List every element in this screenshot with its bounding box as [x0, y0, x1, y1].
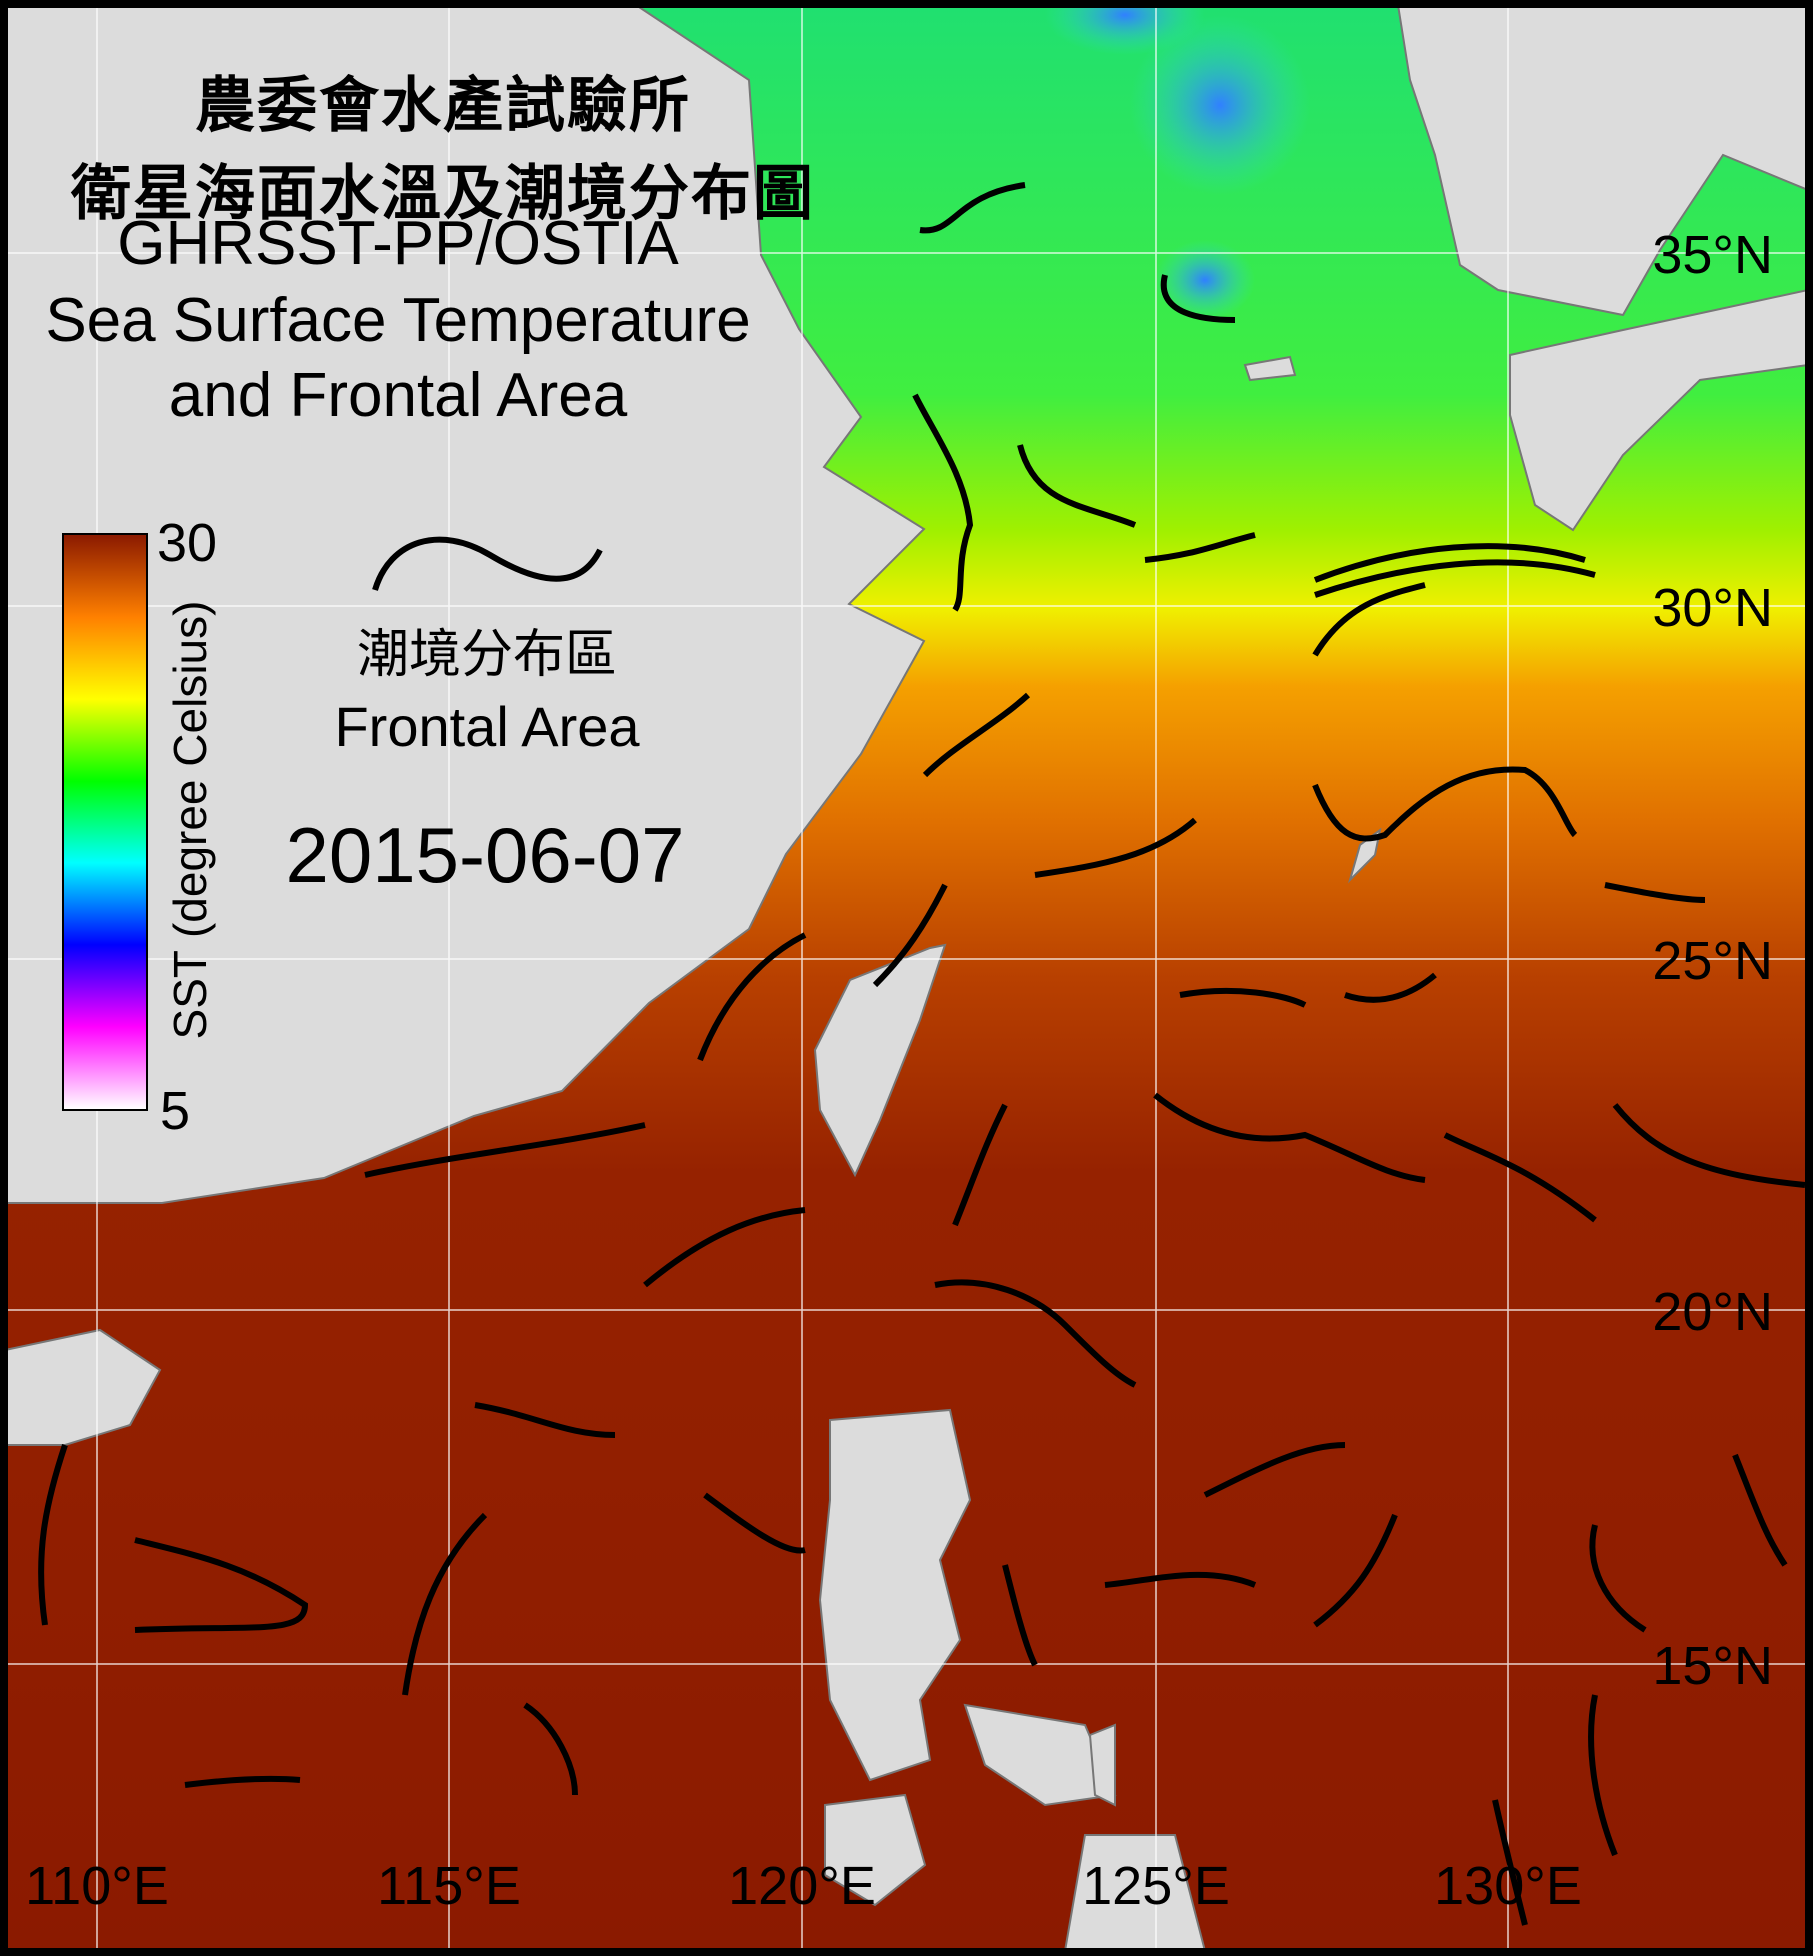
land-korea [1396, 5, 1808, 317]
front-line [912, 393, 974, 612]
map-date: 2015-06-07 [285, 811, 685, 899]
lat-label-30n: 30°N [1652, 578, 1773, 638]
front-line [1179, 987, 1307, 1008]
front-line [1589, 1524, 1647, 1633]
front-line [922, 692, 1031, 778]
front-line [523, 1702, 578, 1796]
front-line [872, 883, 948, 988]
front-line [1344, 972, 1437, 1003]
lat-label-15n: 15°N [1652, 1636, 1773, 1696]
title-chinese-institute: 農委會水產試驗所 [195, 71, 691, 141]
graticule [5, 5, 1808, 1951]
land-taiwan [813, 943, 947, 1178]
front-line [1313, 1513, 1398, 1628]
front-line [919, 182, 1026, 234]
front-line [364, 1122, 646, 1178]
front-line [1104, 1571, 1257, 1588]
front-line [474, 1402, 616, 1438]
front-line [1312, 582, 1426, 657]
front-line [952, 1103, 1008, 1227]
lon-label-110e: 110°E [25, 1856, 169, 1916]
map-frame [5, 5, 1808, 1951]
colorbar [62, 533, 148, 1111]
title-dataset: GHRSST-PP/OSTIA [117, 209, 679, 278]
colorbar-min-label: 5 [160, 1081, 191, 1141]
land-visayas [963, 1703, 1117, 1807]
front-line [1160, 274, 1236, 323]
front-line [1312, 766, 1578, 842]
front-line [697, 932, 807, 1062]
cold-water-patch [1155, 240, 1255, 320]
lon-label-125e: 125°E [1082, 1856, 1230, 1916]
title-english-line2: and Frontal Area [168, 361, 628, 430]
cold-water-patch [1045, 5, 1205, 55]
sst-map [5, 5, 1808, 1951]
front-line [934, 1279, 1137, 1388]
lon-label-130e: 130°E [1434, 1856, 1582, 1916]
land-china [5, 5, 926, 1204]
front-line [1017, 444, 1137, 528]
front-line [1002, 1564, 1038, 1667]
title-english-line1: Sea Surface Temperature [45, 286, 751, 355]
land-samar [1088, 1723, 1116, 1807]
front-line [703, 1492, 806, 1554]
front-line [1588, 1694, 1618, 1857]
front-line [1604, 882, 1706, 903]
lon-label-115e: 115°E [377, 1856, 521, 1916]
cold-water-patch [1130, 15, 1310, 195]
title-chinese-map: 衛星海面水溫及潮境分布圖 [71, 159, 815, 229]
land-visayas [824, 1793, 927, 1907]
front-line [1612, 1103, 1806, 1188]
front-line [1443, 1132, 1597, 1223]
colorbar-max-label: 30 [157, 513, 218, 573]
wavy-line-icon [372, 536, 603, 591]
land-mindanao-north [1063, 1834, 1207, 1951]
lat-label-25n: 25°N [1652, 931, 1773, 991]
legend-label-english: Frontal Area [334, 695, 640, 758]
front-line [184, 1775, 301, 1788]
front-line [1203, 1442, 1346, 1498]
front-line [402, 1512, 488, 1696]
lat-label-35n: 35°N [1652, 225, 1773, 285]
front-line [643, 1207, 806, 1288]
lat-label-20n: 20°N [1652, 1282, 1773, 1342]
frontal-lines [38, 182, 1806, 1926]
land [5, 5, 1808, 1951]
front-line [1034, 817, 1197, 878]
frontal-area-legend-symbol [372, 536, 603, 591]
land-luzon [818, 1408, 972, 1782]
front-line [1153, 1092, 1426, 1183]
front-line [1732, 1453, 1788, 1567]
land-jeju [1243, 355, 1297, 382]
front-line [134, 1537, 309, 1633]
front-line [1313, 543, 1586, 583]
front-line [1492, 1799, 1528, 1926]
front-line [1144, 532, 1256, 563]
land-hainan [5, 1328, 162, 1446]
lon-label-120e: 120°E [728, 1856, 876, 1916]
legend-label-chinese: 潮境分布區 [356, 625, 618, 685]
front-line [1314, 559, 1596, 598]
land-japan [1509, 288, 1808, 532]
colorbar-axis-label: SST (degree Celsius) [164, 600, 216, 1040]
front-line [38, 1444, 68, 1626]
